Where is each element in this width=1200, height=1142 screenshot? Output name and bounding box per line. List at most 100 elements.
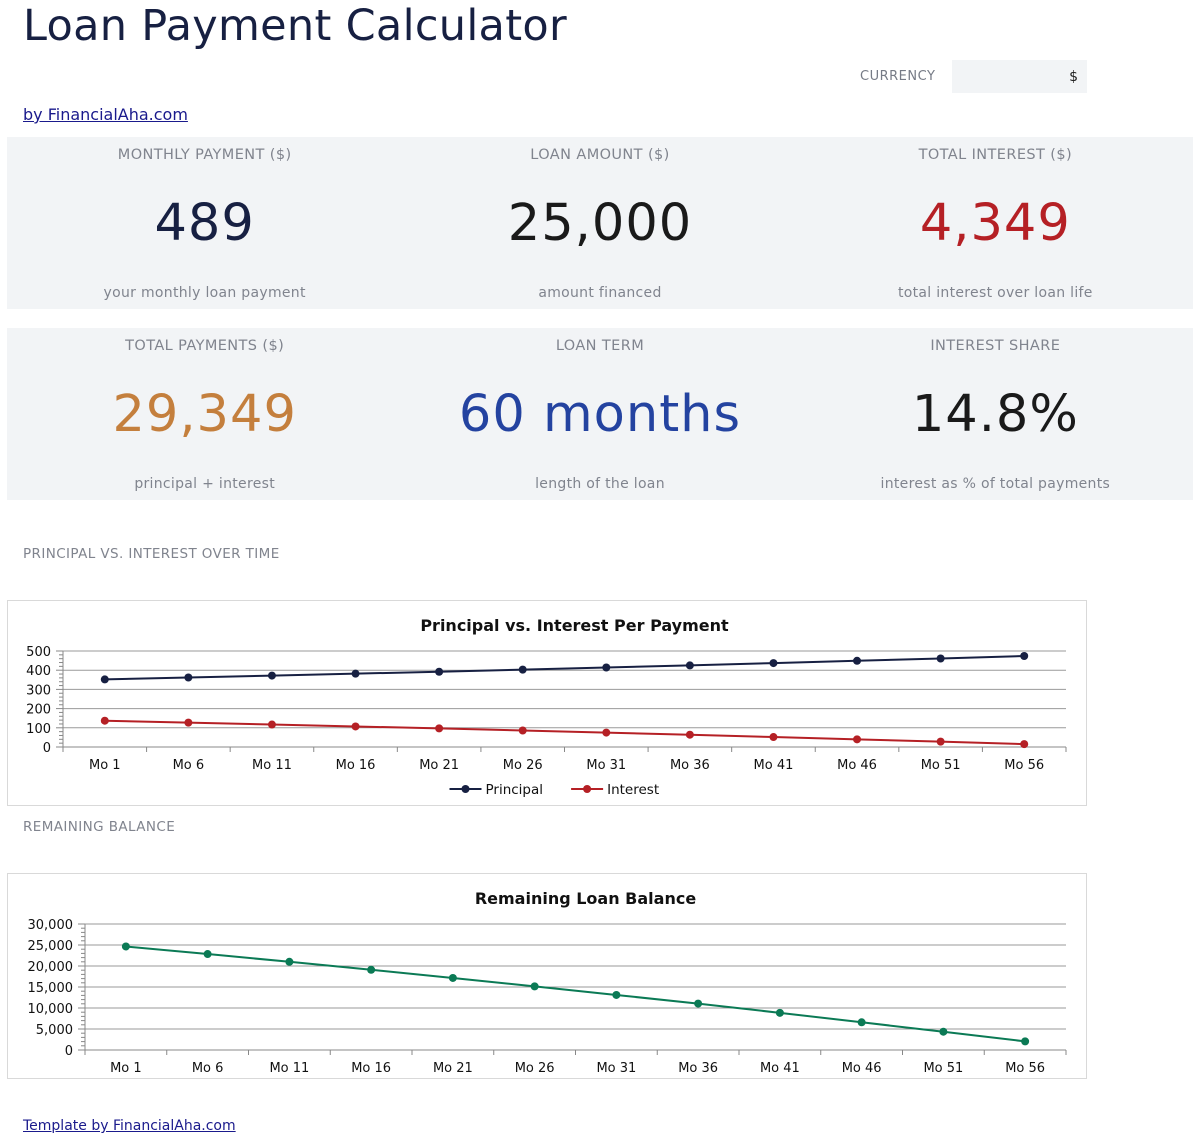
- data-point: [853, 735, 862, 744]
- x-tick-label: Mo 26: [503, 758, 543, 773]
- x-tick-label: Mo 46: [842, 1061, 882, 1076]
- principal-interest-chart-svg: Principal vs. Interest Per Payment 0 100 20…: [26, 616, 1067, 798]
- currency-input[interactable]: [952, 60, 1087, 93]
- data-point: [1021, 1037, 1030, 1046]
- kpi-subtitle: total interest over loan life: [897, 285, 1093, 301]
- data-point: [936, 737, 945, 746]
- x-tick-label: Mo 36: [678, 1061, 718, 1076]
- data-point: [530, 982, 539, 991]
- data-point: [769, 733, 778, 742]
- kpi-label: TOTAL INTEREST ($): [918, 147, 1073, 163]
- kpi-row-1: MONTHLY PAYMENT ($) 489 your monthly loa…: [7, 137, 1193, 309]
- y-tick-label: 5,000: [36, 1023, 73, 1038]
- x-tick-label: Mo 6: [192, 1061, 224, 1076]
- kpi-label: INTEREST SHARE: [930, 338, 1061, 354]
- kpi-value: 489: [154, 194, 255, 253]
- kpi-subtitle: length of the loan: [535, 476, 665, 492]
- data-point: [184, 673, 193, 682]
- y-tick-label: 400: [26, 664, 51, 679]
- data-point: [1020, 740, 1029, 749]
- data-point: [685, 661, 694, 670]
- data-point: [435, 724, 444, 733]
- x-tick-label: Mo 1: [89, 758, 121, 773]
- data-point: [351, 722, 360, 731]
- data-point: [448, 973, 457, 982]
- x-tick-label: Mo 31: [586, 758, 626, 773]
- kpi-label: TOTAL PAYMENTS ($): [125, 338, 285, 354]
- y-tick-label: 10,000: [28, 1002, 74, 1017]
- y-tick-label: 500: [26, 645, 51, 660]
- y-tick-label: 15,000: [28, 981, 74, 996]
- data-point: [1020, 651, 1029, 660]
- legend-label: Principal: [486, 782, 544, 798]
- section-label-remaining-balance: REMAINING BALANCE: [23, 819, 176, 835]
- data-point: [121, 942, 130, 951]
- x-tick-label: Mo 11: [252, 758, 292, 773]
- kpi-subtitle: principal + interest: [134, 476, 276, 492]
- x-tick-label: Mo 6: [173, 758, 205, 773]
- x-tick-label: Mo 16: [336, 758, 376, 773]
- data-point: [602, 728, 611, 737]
- y-tick-label: 200: [26, 703, 51, 718]
- x-tick-label: Mo 16: [351, 1061, 391, 1076]
- kpi-subtitle: interest as % of total payments: [880, 476, 1111, 492]
- kpi-loan-amount: LOAN AMOUNT ($) 25,000 amount financed: [402, 137, 797, 309]
- kpi-monthly-payment: MONTHLY PAYMENT ($) 489 your monthly loa…: [7, 137, 402, 309]
- data-point: [285, 957, 294, 966]
- data-point: [775, 1008, 784, 1017]
- kpi-label: MONTHLY PAYMENT ($): [117, 147, 292, 163]
- kpi-subtitle: amount financed: [538, 285, 662, 301]
- kpi-total-interest: TOTAL INTEREST ($) 4,349 total interest …: [798, 137, 1193, 309]
- data-point: [939, 1027, 948, 1036]
- kpi-interest-share: INTEREST SHARE 14.8% interest as % of to…: [798, 328, 1193, 500]
- data-point: [351, 669, 360, 678]
- kpi-value: 29,349: [112, 385, 297, 444]
- kpi-value: 25,000: [507, 194, 693, 253]
- x-tick-label: Mo 31: [596, 1061, 636, 1076]
- legend-swatch-dot: [583, 785, 592, 793]
- y-tick-label: 20,000: [28, 960, 74, 975]
- y-tick-label: 100: [26, 722, 51, 737]
- series-line-balance: [125, 945, 1026, 1043]
- x-tick-label: Mo 51: [923, 1061, 963, 1076]
- data-point: [518, 665, 527, 674]
- data-point: [936, 654, 945, 663]
- data-point: [518, 726, 527, 735]
- series-line-principal: [104, 654, 1025, 681]
- data-point: [267, 671, 276, 680]
- data-point: [367, 965, 376, 974]
- x-tick-label: Mo 41: [754, 758, 794, 773]
- data-point: [857, 1018, 866, 1027]
- x-tick-label: Mo 41: [760, 1061, 800, 1076]
- legend-label: Interest: [607, 782, 659, 798]
- x-tick-label: Mo 56: [1004, 758, 1044, 773]
- y-tick-label: 0: [43, 741, 51, 756]
- data-point: [435, 667, 444, 676]
- principal-interest-chart: Principal vs. Interest Per Payment 0 100 20…: [7, 600, 1087, 806]
- data-point: [100, 716, 109, 725]
- byline-link[interactable]: by FinancialAha.com: [23, 105, 188, 124]
- kpi-subtitle: your monthly loan payment: [103, 285, 306, 301]
- data-point: [203, 950, 212, 959]
- x-tick-label: Mo 56: [1005, 1061, 1045, 1076]
- kpi-label: LOAN TERM: [555, 338, 645, 354]
- footer-link[interactable]: Template by FinancialAha.com: [23, 1118, 236, 1134]
- kpi-value: 60 months: [458, 385, 742, 444]
- remaining-balance-chart-svg: Remaining Loan Balance 0 5,000 10,000 15,000…: [28, 889, 1067, 1076]
- x-tick-label: Mo 51: [921, 758, 961, 773]
- x-tick-label: Mo 46: [837, 758, 877, 773]
- x-tick-label: Mo 36: [670, 758, 710, 773]
- kpi-loan-term: LOAN TERM 60 months length of the loan: [402, 328, 797, 500]
- x-tick-label: Mo 26: [515, 1061, 555, 1076]
- chart-title: Remaining Loan Balance: [475, 889, 697, 908]
- currency-label: CURRENCY: [860, 69, 936, 84]
- data-point: [853, 656, 862, 665]
- x-tick-label: Mo 21: [433, 1061, 473, 1076]
- page-title: Loan Payment Calculator: [23, 1, 567, 51]
- kpi-row-2: TOTAL PAYMENTS ($) 29,349 principal + in…: [7, 328, 1193, 500]
- x-tick-label: Mo 11: [269, 1061, 309, 1076]
- kpi-label: LOAN AMOUNT ($): [530, 147, 670, 163]
- data-point: [184, 718, 193, 727]
- kpi-value: 14.8%: [911, 385, 1079, 444]
- section-label-principal-interest: PRINCIPAL VS. INTEREST OVER TIME: [23, 546, 280, 562]
